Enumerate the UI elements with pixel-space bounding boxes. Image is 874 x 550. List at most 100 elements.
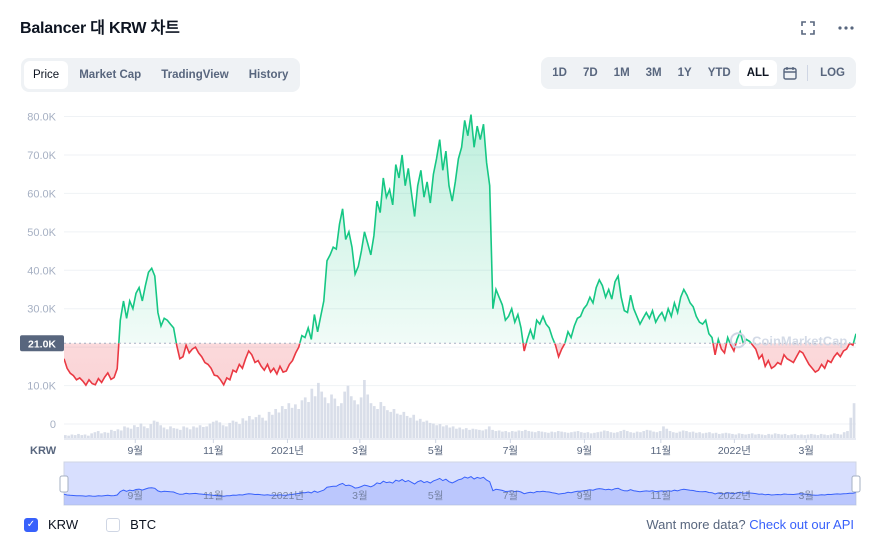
volume-bar — [103, 432, 107, 438]
legend-label-krw: KRW — [48, 517, 79, 532]
volume-bar — [323, 397, 327, 438]
volume-bar — [425, 420, 429, 438]
volume-bar — [415, 420, 419, 438]
volume-bar — [471, 428, 475, 438]
volume-bar — [750, 433, 754, 438]
volume-bar — [261, 417, 264, 438]
volume-bar — [221, 425, 225, 438]
volume-bar — [218, 422, 222, 438]
volume-bar — [90, 433, 93, 438]
volume-bar — [763, 435, 767, 438]
volume-bar — [819, 433, 823, 438]
volume-bar — [573, 431, 577, 438]
volume-bar — [540, 431, 544, 438]
volume-bar — [579, 432, 583, 438]
volume-bar — [435, 425, 439, 438]
volume-bar — [110, 429, 113, 438]
volume-bar — [106, 432, 110, 438]
volume-bar — [399, 414, 402, 438]
volume-bar — [326, 403, 330, 438]
volume-bar — [823, 434, 826, 438]
range-1m[interactable]: 1M — [613, 67, 630, 79]
volume-bar — [800, 434, 803, 438]
x-tick-label: 2022년 — [718, 445, 751, 457]
volume-bar — [136, 426, 139, 438]
expand-icon[interactable] — [800, 20, 816, 36]
volume-bar — [832, 433, 836, 438]
volume-bar — [773, 433, 777, 438]
volume-bar — [671, 432, 675, 438]
volume-bar — [195, 427, 199, 438]
volume-bar — [550, 431, 554, 438]
top-icon-bar — [800, 20, 854, 36]
volume-bar — [602, 430, 606, 438]
legend-item-krw[interactable]: ✓ KRW — [24, 517, 78, 532]
price-chart[interactable]: 010.0K20.0K30.0K40.0K50.0K60.0K70.0K80.0… — [0, 0, 874, 512]
volume-bar — [382, 406, 386, 438]
volume-bar — [432, 423, 435, 438]
legend: ✓ KRW BTC — [24, 517, 156, 532]
volume-bar — [721, 433, 724, 438]
api-promo-text: Want more data? — [646, 517, 746, 532]
volume-bar — [698, 432, 701, 438]
volume-bar — [422, 421, 425, 438]
volume-bar — [300, 400, 304, 438]
range-ytd[interactable]: YTD — [707, 67, 731, 79]
volume-bar — [372, 406, 376, 438]
volume-bar — [172, 428, 176, 438]
volume-bar — [816, 435, 820, 438]
range-1y[interactable]: 1Y — [677, 67, 692, 79]
range-7d[interactable]: 7D — [582, 67, 598, 79]
volume-bar — [806, 434, 810, 438]
volume-bar — [537, 431, 540, 438]
volume-bar — [208, 423, 212, 438]
volume-bar — [566, 432, 570, 438]
volume-bar — [83, 434, 87, 438]
volume-bar — [619, 431, 623, 438]
volume-bar — [675, 432, 678, 438]
volume-bar — [655, 432, 659, 438]
range-3m[interactable]: 3M — [645, 67, 662, 79]
volume-bar — [343, 391, 347, 438]
volume-bar — [205, 426, 208, 438]
volume-bar — [767, 433, 770, 438]
tab-history[interactable]: History — [248, 69, 289, 81]
navigator-tick-label: 2022년 — [718, 490, 751, 502]
volume-bar — [533, 432, 537, 438]
range-all[interactable]: ALL — [738, 60, 778, 86]
tab-price[interactable]: Price — [24, 61, 69, 89]
navigator-handle-right — [851, 475, 861, 493]
volume-bar — [497, 430, 501, 438]
volume-bar — [754, 434, 757, 438]
navigator-tick-label: 9월 — [577, 490, 593, 502]
volume-bar — [359, 397, 363, 438]
log-toggle[interactable]: LOG — [820, 67, 845, 79]
tab-tradingview[interactable]: TradingView — [161, 69, 229, 81]
more-icon[interactable] — [838, 20, 854, 36]
checkbox-unchecked-icon[interactable] — [106, 517, 121, 532]
tab-market-cap[interactable]: Market Cap — [79, 69, 142, 81]
volume-bar — [632, 432, 636, 438]
volume-bar — [139, 423, 143, 438]
volume-bar — [829, 434, 833, 438]
calendar-icon[interactable] — [777, 60, 803, 86]
volume-bar — [142, 426, 146, 438]
legend-item-btc[interactable]: BTC — [106, 517, 156, 532]
volume-bar — [826, 435, 830, 438]
volume-bar — [793, 433, 797, 438]
range-1d[interactable]: 1D — [552, 67, 567, 79]
navigator-tick-label: 3월 — [798, 490, 814, 502]
volume-bar — [543, 432, 547, 438]
volume-bar — [80, 435, 84, 438]
volume-bar — [320, 391, 324, 438]
volume-bar — [464, 428, 468, 438]
chart-type-tabs: Price Market Cap TradingView History — [21, 58, 301, 92]
time-range-selector: 1D 7D 1M 3M 1Y YTD ALL LOG — [541, 57, 856, 89]
currency-axis-label: KRW — [30, 445, 57, 457]
checkbox-checked-icon[interactable]: ✓ — [24, 517, 38, 532]
volume-bar — [257, 414, 261, 438]
api-link[interactable]: Check out our API — [749, 517, 854, 532]
volume-bar — [386, 410, 389, 438]
y-tick-label: 60.0K — [27, 188, 56, 200]
navigator-tick-label: 11월 — [651, 490, 672, 502]
